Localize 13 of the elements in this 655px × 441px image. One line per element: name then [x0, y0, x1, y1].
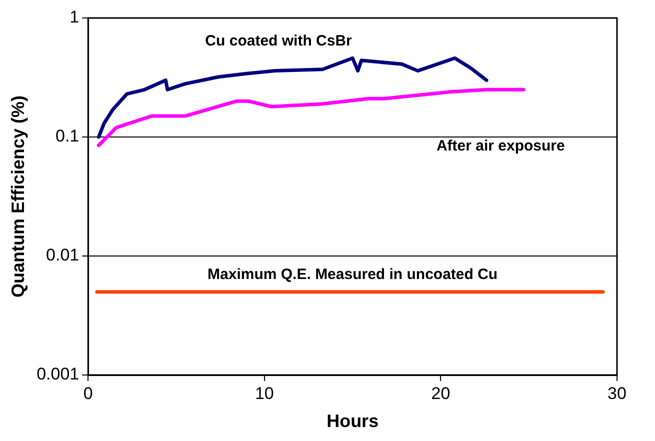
x-axis-title: Hours [326, 411, 379, 432]
x-tick-label: 0 [83, 384, 93, 403]
series-label: Maximum Q.E. Measured in uncoated Cu [208, 266, 498, 284]
x-tick-label: 30 [608, 384, 626, 403]
y-tick-label: 0.01 [46, 246, 80, 265]
text: After air exposure [436, 138, 565, 155]
y-axis-title: Quantum Efficiency (%) [8, 95, 28, 298]
x-tick-label: 10 [254, 384, 274, 403]
series-label: Cu coated with CsBr [205, 32, 352, 50]
x-tick-label: 20 [431, 384, 450, 403]
y-tick-label: 1 [70, 8, 80, 27]
y-tick-label: 0.1 [56, 126, 80, 146]
y-tick-label: 0.001 [36, 364, 80, 384]
